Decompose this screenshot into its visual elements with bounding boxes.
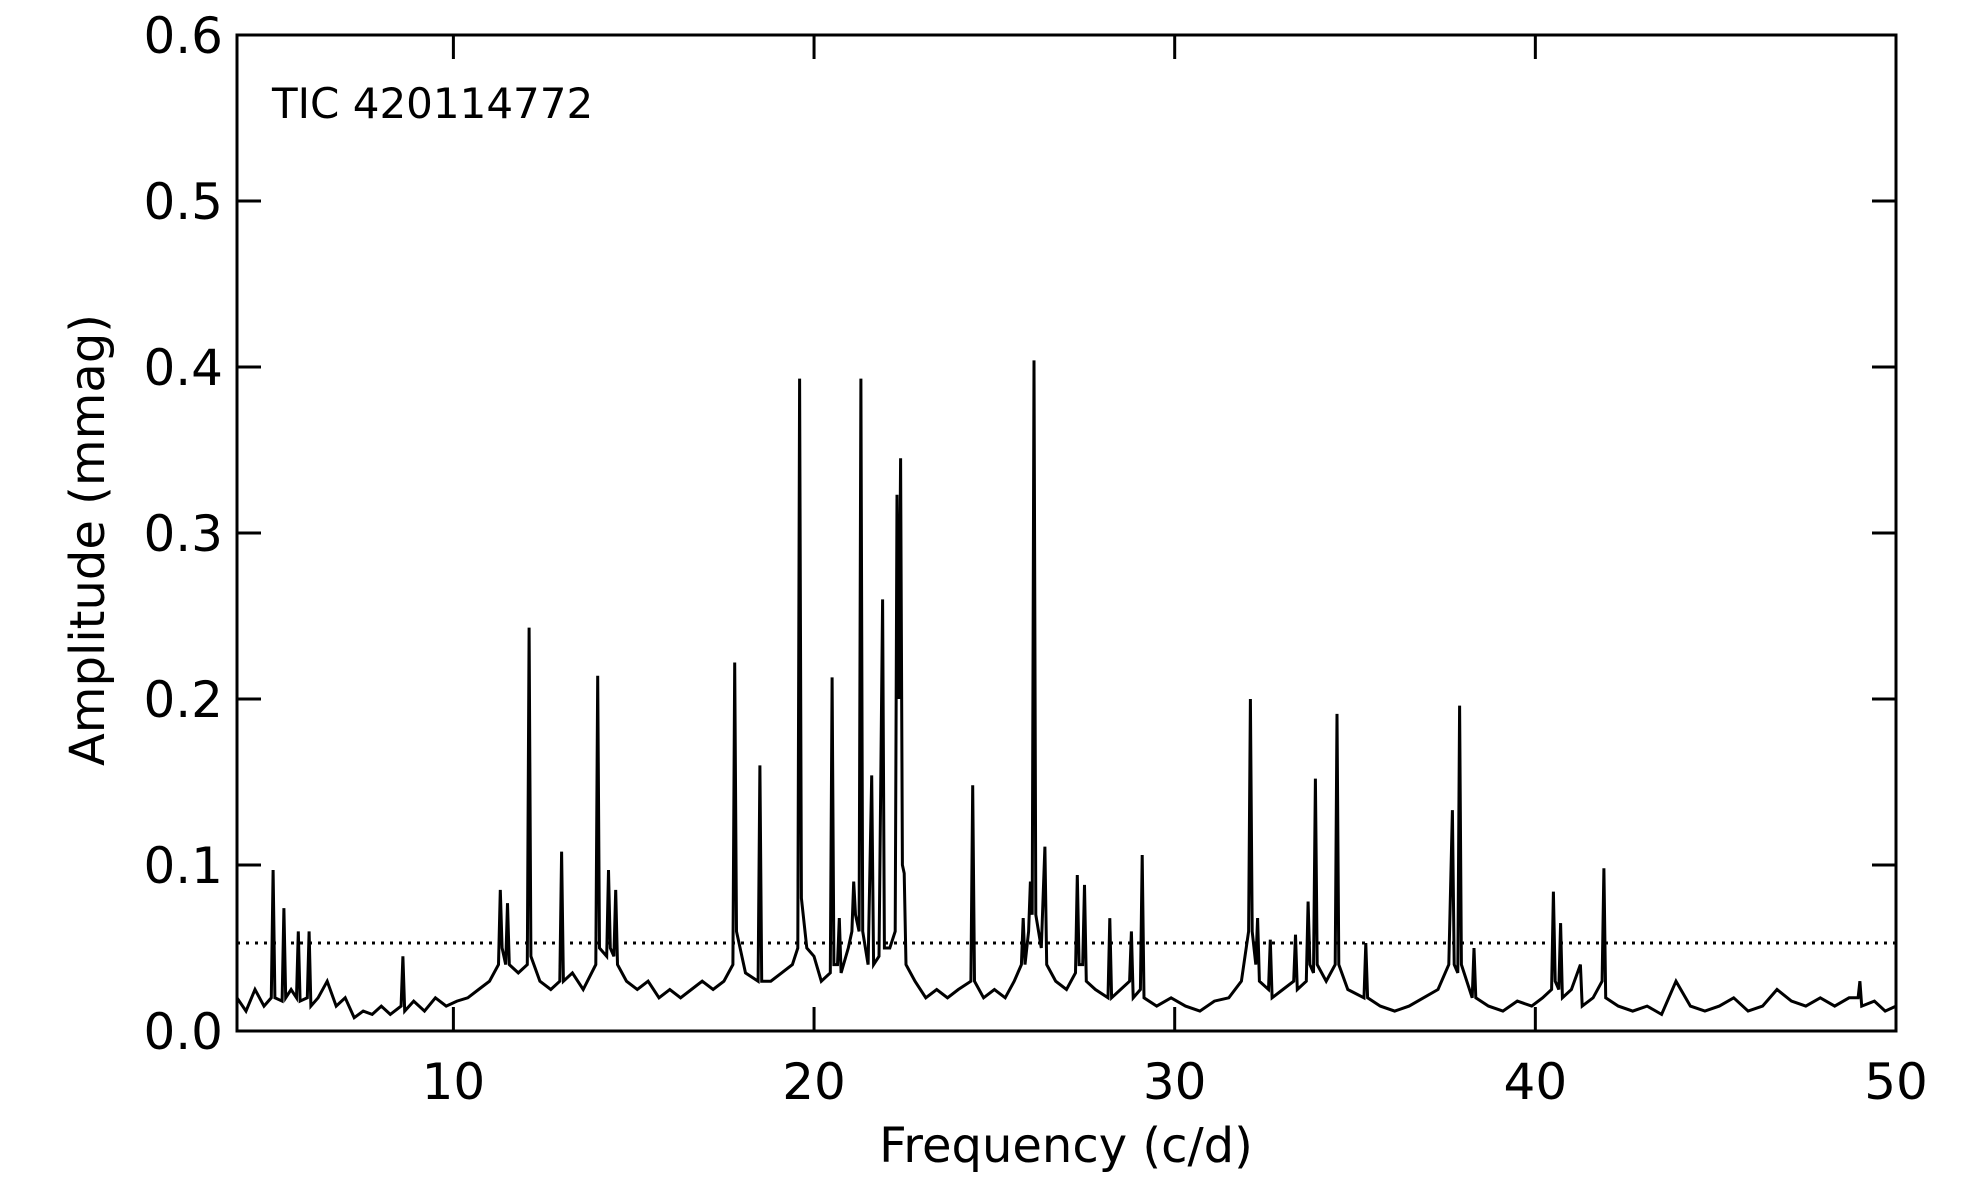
annotation: TIC 420114772: [271, 79, 593, 128]
x-tick-label: 10: [422, 1053, 486, 1111]
y-tick-label: 0.1: [143, 837, 223, 895]
y-tick-label: 0.5: [143, 173, 223, 231]
data-line: [235, 360, 1897, 1021]
y-tick-label: 0.3: [143, 505, 223, 563]
x-tick-label: 40: [1504, 1053, 1568, 1111]
x-tick-label: 50: [1864, 1053, 1928, 1111]
x-tick-label: 30: [1143, 1053, 1207, 1111]
y-tick-label: 0.4: [143, 339, 223, 397]
plot-frame: [235, 33, 1898, 1033]
x-axis-title: Frequency (c/d): [879, 1118, 1253, 1174]
y-axis-title: Amplitude (mmag): [60, 314, 116, 766]
y-tick-label: 0.0: [143, 1003, 223, 1061]
y-tick-label: 0.2: [143, 671, 223, 729]
x-tick-label: 20: [782, 1053, 846, 1111]
y-tick-label: 0.6: [143, 7, 223, 65]
